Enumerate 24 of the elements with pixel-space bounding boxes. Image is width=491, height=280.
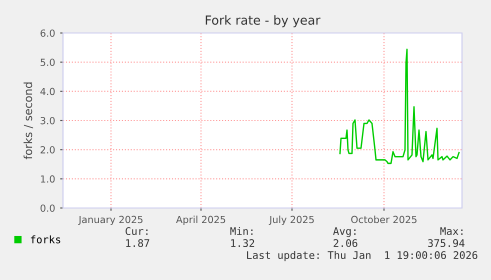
x-tick-label: July 2025 xyxy=(268,216,314,226)
y-tick-label: 3.0 xyxy=(40,116,55,124)
line-series xyxy=(339,48,460,164)
legend-label: forks xyxy=(30,235,60,244)
x-tick-label: October 2025 xyxy=(351,216,417,224)
text: Min: xyxy=(230,226,252,235)
text: 1.32 xyxy=(231,239,254,248)
y-tick-label: 0.0 xyxy=(40,204,55,212)
y-axis-title: forks / second xyxy=(24,82,34,160)
text: 1.87 xyxy=(126,239,150,248)
chart-title: Fork rate - by year xyxy=(206,15,320,28)
text: 375.94 xyxy=(428,239,465,248)
y-tick-label: 4.0 xyxy=(40,88,55,96)
text: Cur: xyxy=(126,227,148,236)
y-tick-label: 5.0 xyxy=(40,58,55,66)
text: Max: xyxy=(440,227,462,236)
text: Last update: Thu Jan 1 19:00:06 2026 xyxy=(247,250,478,262)
y-tick-label: 1.0 xyxy=(40,175,55,183)
y-tick-label: 2.0 xyxy=(40,146,55,154)
y-tick-label: 6.0 xyxy=(40,29,55,37)
x-tick-label: April 2025 xyxy=(176,216,226,226)
x-tick-label: January 2025 xyxy=(78,216,142,226)
text: 2.06 xyxy=(334,239,358,248)
text: Avg: xyxy=(333,227,356,238)
